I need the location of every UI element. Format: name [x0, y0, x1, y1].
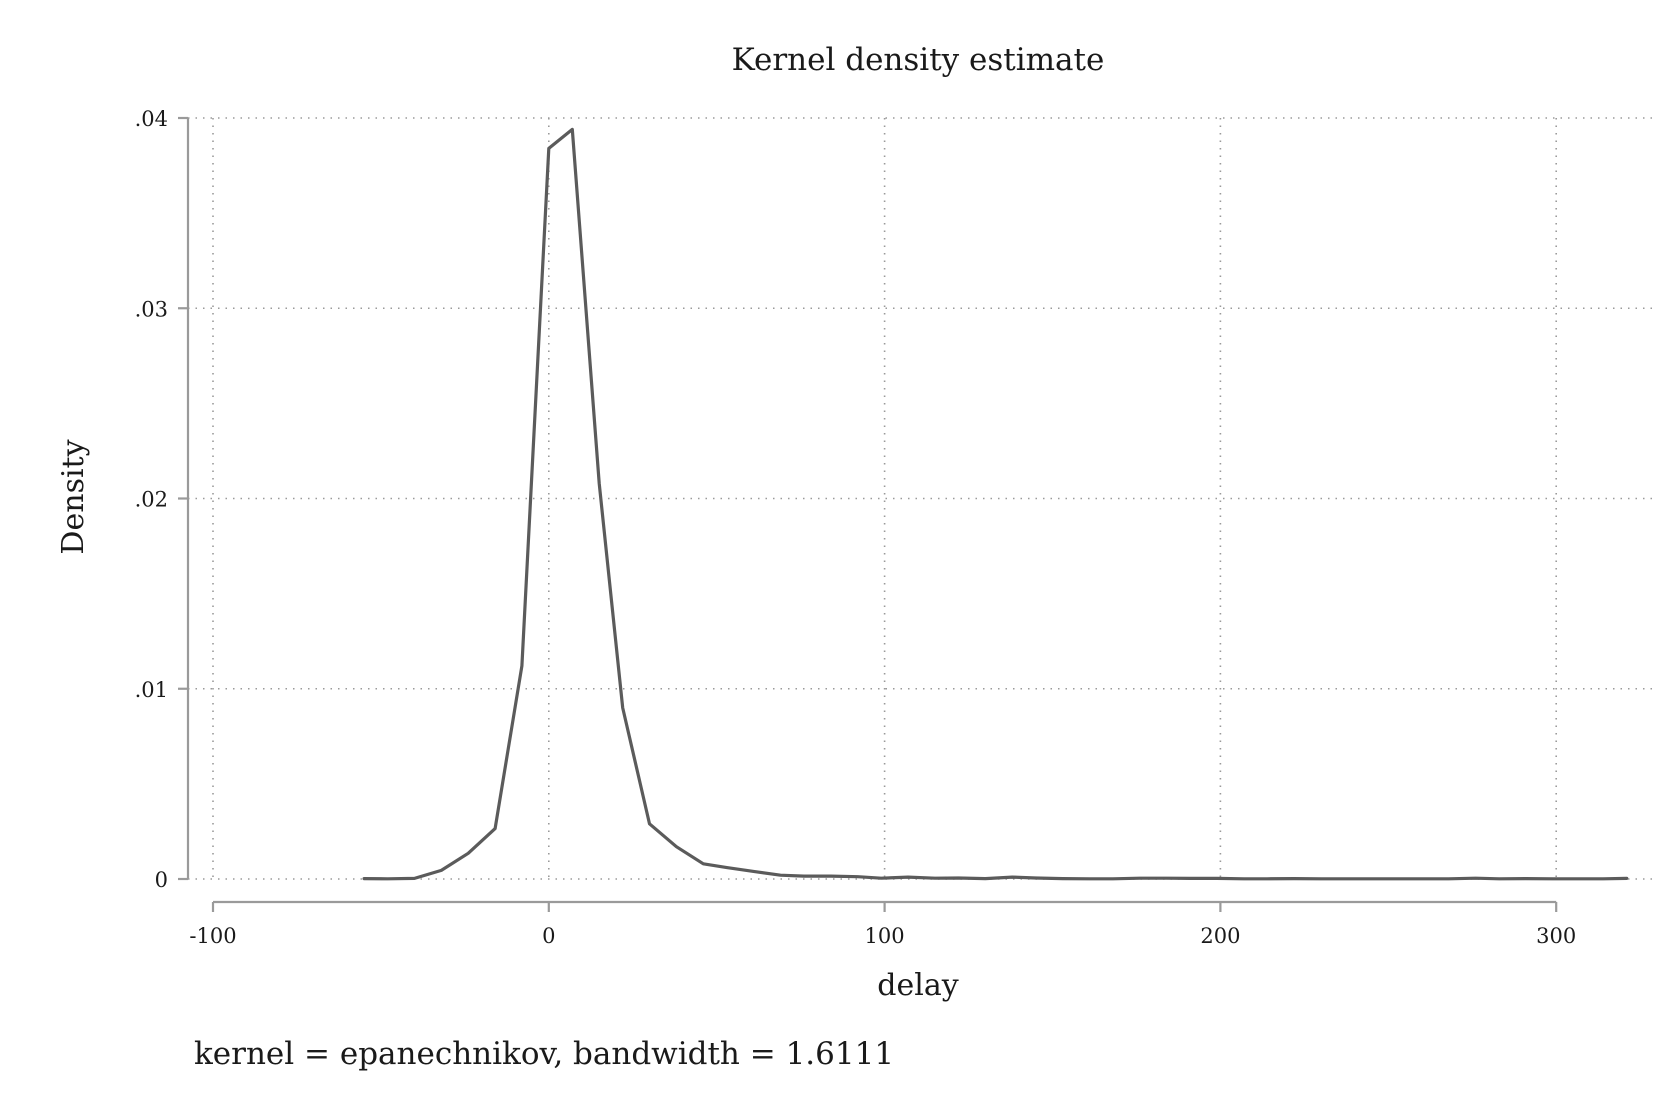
y-tick-label: 0 [155, 868, 168, 892]
y-tick-label: .03 [135, 297, 168, 321]
y-axis-title: Density [56, 439, 91, 554]
chart-title: Kernel density estimate [732, 42, 1105, 78]
x-tick-label: 300 [1536, 924, 1576, 948]
x-tick-label: 200 [1200, 924, 1240, 948]
x-tick-label: 100 [865, 924, 905, 948]
x-ticks: -100 0 100 200 300 [189, 902, 1576, 948]
plot-grid [188, 117, 1656, 880]
y-tick-label: .02 [135, 488, 168, 512]
x-tick-label: -100 [189, 924, 236, 948]
y-tick-label: .04 [135, 107, 168, 131]
x-tick-label: 0 [542, 924, 555, 948]
x-axis-title: delay [877, 968, 958, 1003]
y-tick-label: .01 [135, 678, 168, 702]
y-ticks: 0 .01 .02 .03 .04 [135, 107, 188, 892]
density-curve [362, 127, 1629, 881]
kernel-note: kernel = epanechnikov, bandwidth = 1.611… [194, 1036, 894, 1072]
